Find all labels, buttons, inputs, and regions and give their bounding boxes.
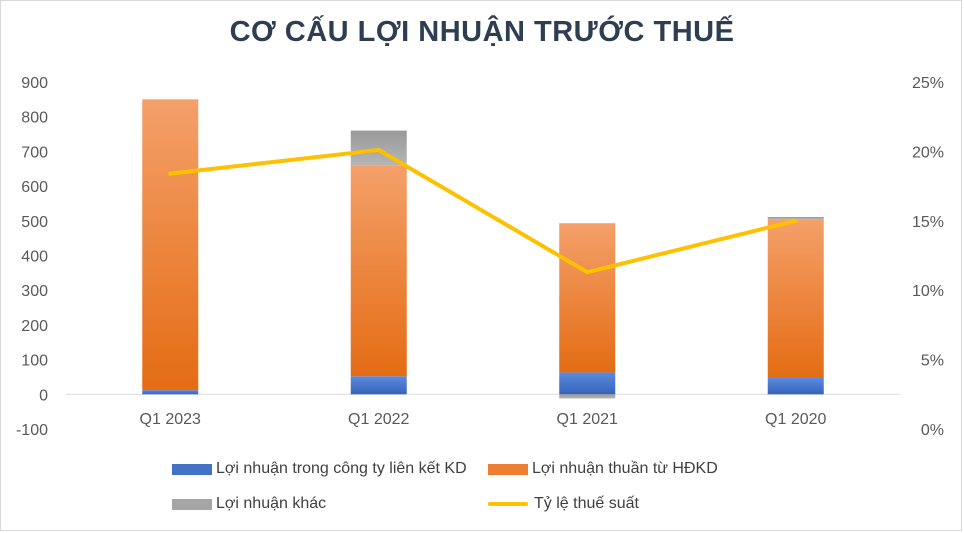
- bar-q1-2023-series-0: [142, 390, 199, 395]
- left-axis: -100 0 100 200 300 400 500 600 700 800 900: [16, 75, 48, 439]
- legend-item-tax-rate: Tỷ lệ thuế suất: [488, 495, 639, 513]
- category-label-q1-2021: Q1 2021: [557, 411, 618, 428]
- category-label-q1-2020: Q1 2020: [765, 411, 826, 428]
- bar-q1-2020-series-0: [767, 377, 824, 395]
- left-tick-label: 900: [21, 75, 48, 92]
- left-tick-label: 700: [21, 144, 48, 161]
- legend-swatch-tax-rate: [488, 502, 528, 506]
- left-tick-label: 600: [21, 179, 48, 196]
- tax-rate-point-q1-2023: [168, 171, 173, 176]
- tax-rate-line: [168, 148, 798, 275]
- left-tick-label: 100: [21, 353, 48, 370]
- legend-item-associates: Lợi nhuận trong công ty liên kết KD: [172, 460, 467, 478]
- left-tick-label: 500: [21, 214, 48, 231]
- bar-q1-2022-series-0: [350, 376, 407, 395]
- legend-label-operating: Lợi nhuận thuần từ HĐKD: [532, 460, 718, 477]
- bar-q1-2020-series-2: [767, 216, 824, 220]
- bar-q1-2022-series-1: [350, 165, 407, 377]
- left-tick-label: 400: [21, 249, 48, 266]
- right-tick-label: 0%: [921, 422, 944, 439]
- right-axis: 0% 5% 10% 15% 20% 25%: [912, 75, 944, 439]
- tax-rate-point-q1-2022: [376, 148, 381, 153]
- left-tick-label: 300: [21, 283, 48, 300]
- legend-swatch-operating: [488, 463, 528, 475]
- category-label-q1-2023: Q1 2023: [140, 411, 201, 428]
- tax-rate-point-q1-2020: [793, 218, 798, 223]
- bar-q1-2021-series-0: [559, 372, 616, 395]
- legend-swatch-other: [172, 498, 212, 510]
- category-label-q1-2022: Q1 2022: [348, 411, 409, 428]
- legend-swatch-associates: [172, 463, 212, 475]
- left-tick-label: -100: [16, 422, 48, 439]
- bars: [142, 99, 824, 399]
- bar-q1-2021-series-1: [559, 223, 616, 373]
- left-tick-label: 0: [39, 387, 48, 404]
- right-tick-label: 25%: [912, 75, 944, 92]
- legend-label-other: Lợi nhuận khác: [216, 495, 327, 512]
- left-tick-label: 800: [21, 110, 48, 127]
- category-axis: Q1 2023 Q1 2022 Q1 2021 Q1 2020: [140, 411, 827, 428]
- legend-label-associates: Lợi nhuận trong công ty liên kết KD: [216, 460, 467, 477]
- legend-item-other: Lợi nhuận khác: [172, 495, 326, 513]
- chart-title: CƠ CẤU LỢI NHUẬN TRƯỚC THUẾ: [229, 16, 735, 48]
- right-tick-label: 15%: [912, 214, 944, 231]
- legend-item-operating: Lợi nhuận thuần từ HĐKD: [488, 460, 718, 478]
- bar-q1-2021-series-2: [559, 394, 616, 399]
- bar-q1-2020-series-1: [767, 219, 824, 378]
- right-tick-label: 5%: [921, 353, 944, 370]
- right-tick-label: 20%: [912, 144, 944, 161]
- bar-q1-2023-series-1: [142, 99, 199, 391]
- left-tick-label: 200: [21, 318, 48, 335]
- legend-label-tax-rate: Tỷ lệ thuế suất: [534, 495, 639, 512]
- tax-rate-point-q1-2021: [585, 270, 590, 275]
- rate-line-layer: [168, 148, 798, 275]
- right-tick-label: 10%: [912, 283, 944, 300]
